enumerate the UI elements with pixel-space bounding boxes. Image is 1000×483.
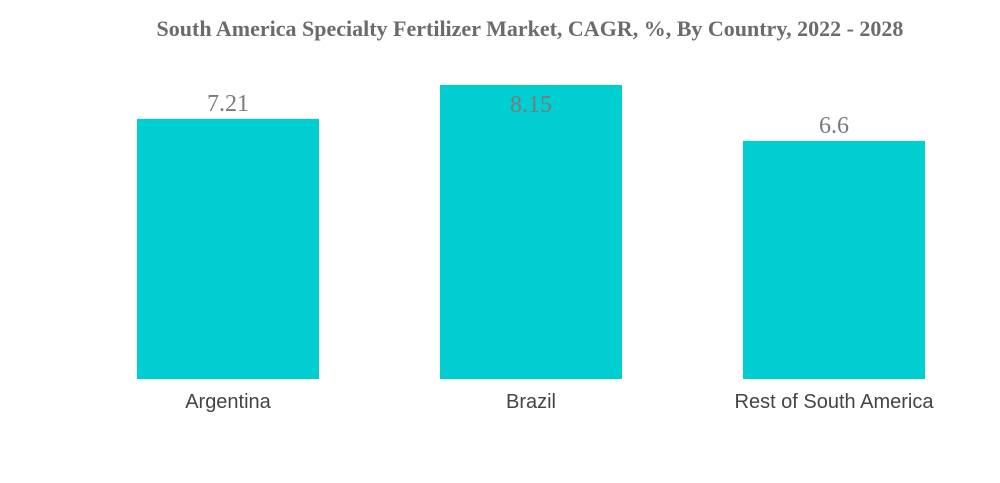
category-label: Argentina xyxy=(185,391,271,413)
bar-rest-of-south-america xyxy=(743,140,925,379)
labels-layer: 7.21 Argentina 8.15 Brazil 6.6 Rest of South … xyxy=(185,91,934,413)
value-label: 6.6 xyxy=(819,113,849,139)
value-label: 7.21 xyxy=(207,91,249,117)
category-label: Brazil xyxy=(506,391,556,413)
bars-layer xyxy=(137,85,925,380)
value-label: 8.15 xyxy=(510,92,552,118)
bar-brazil xyxy=(440,85,622,379)
bar-argentina xyxy=(137,118,319,380)
chart-title: South America Specialty Fertilizer Marke… xyxy=(156,16,904,41)
category-label: Rest of South America xyxy=(735,391,935,413)
